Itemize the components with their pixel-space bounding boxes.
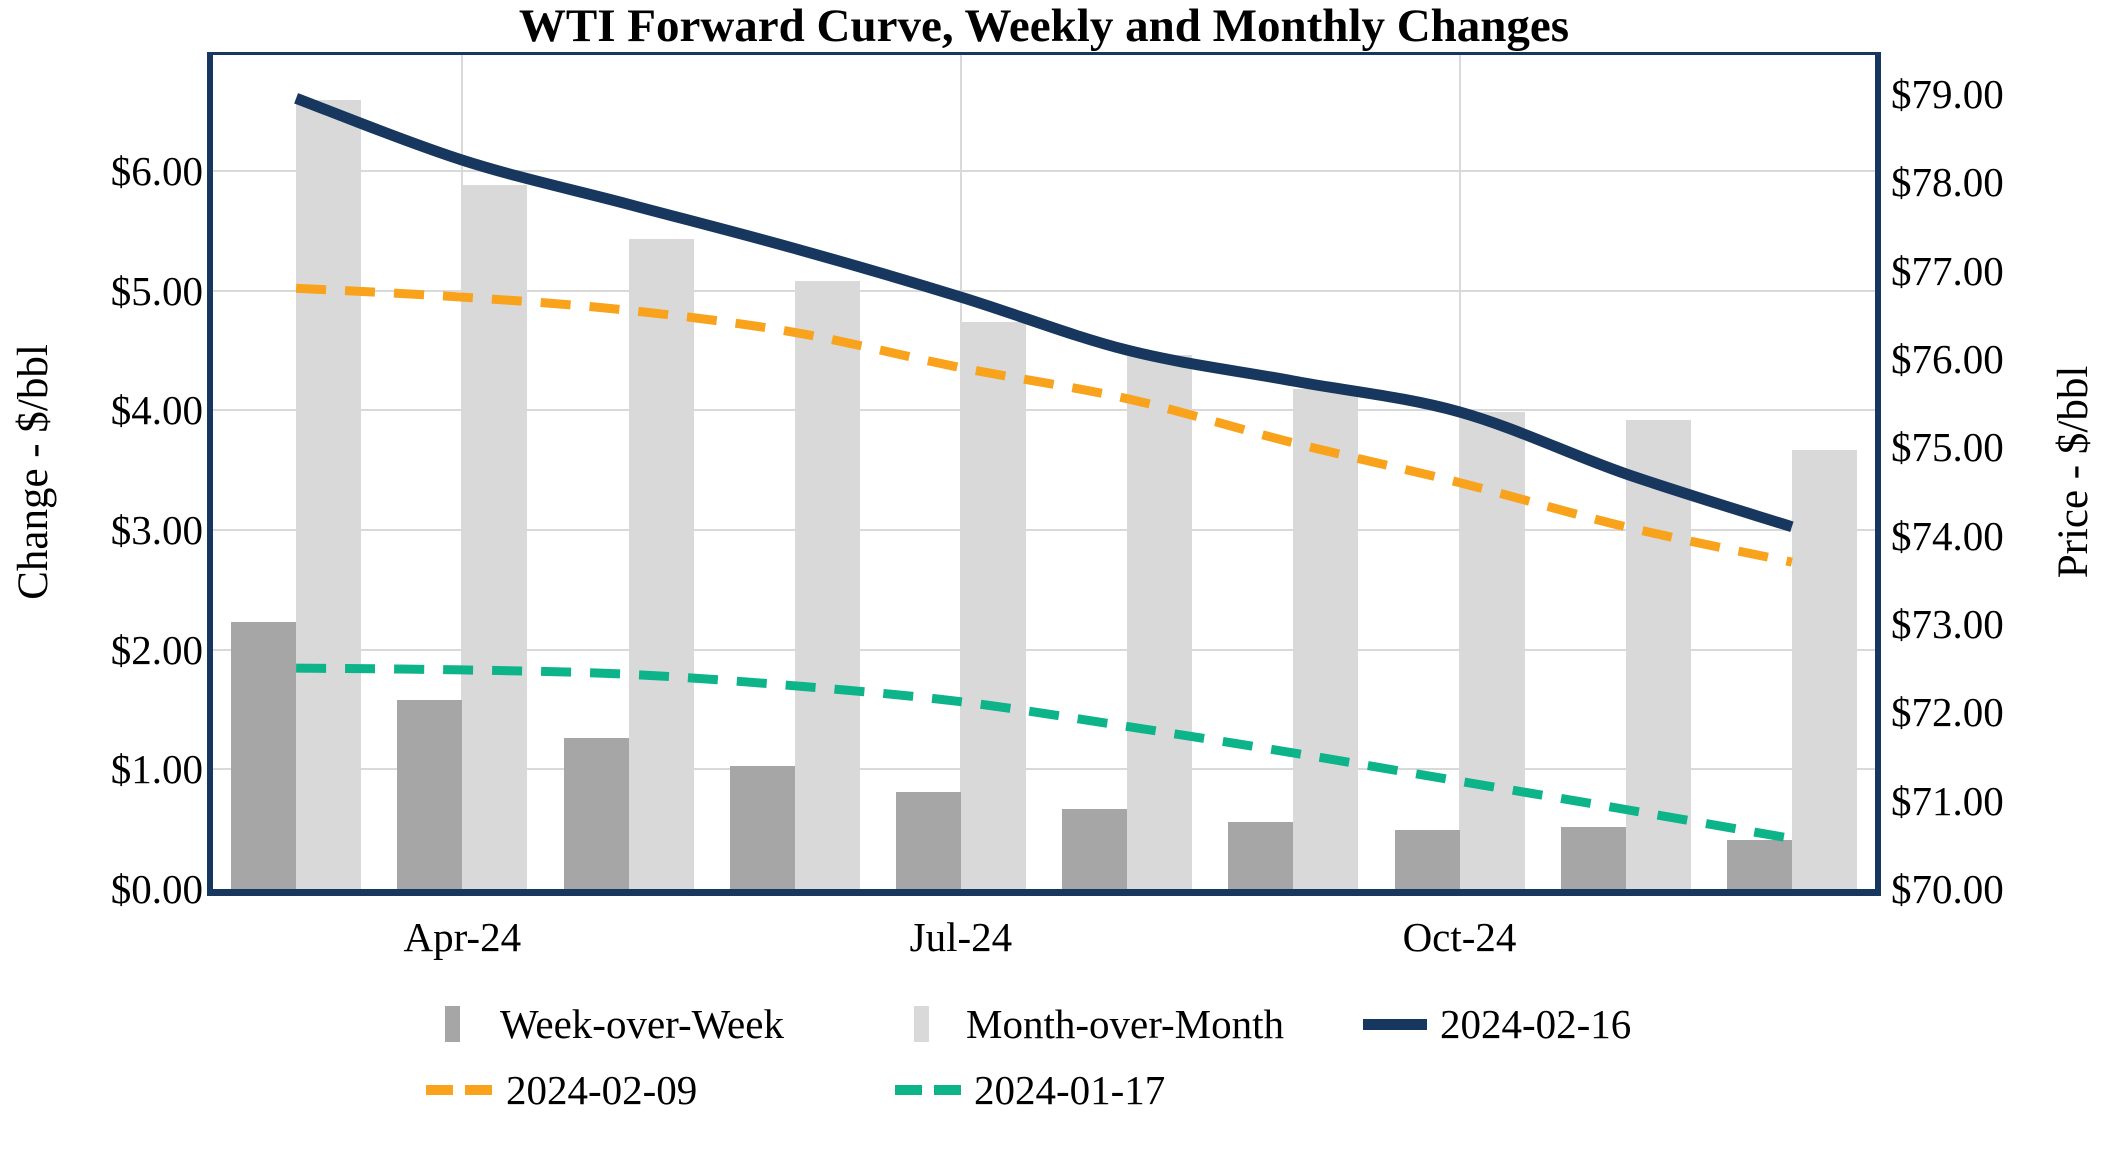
bar-week-over-week-May-24	[563, 738, 629, 889]
left-tick-$1.00: $1.00	[110, 746, 203, 793]
legend-swatch-Month-over-Month	[914, 1006, 929, 1042]
bar-week-over-week-Oct-24	[1394, 830, 1460, 889]
right-tick-$73.00: $73.00	[1891, 600, 2004, 647]
legend-swatch-2024-02-16	[1363, 1019, 1427, 1030]
bar-week-over-week-Nov-24	[1560, 826, 1626, 889]
bar-month-over-month-Jul-24	[960, 321, 1026, 889]
bar-week-over-week-Jul-24	[895, 792, 961, 889]
legend-item-2024-02-16: 2024-02-16	[1363, 1002, 1760, 1046]
gridline-$5.00	[213, 289, 1875, 292]
left-tick-$6.00: $6.00	[110, 148, 203, 195]
left-axis-title: Change - $/bbl	[10, 344, 57, 600]
legend-label-Month-over-Month: Month-over-Month	[966, 1001, 1285, 1047]
bar-week-over-week-Mar-24	[231, 622, 297, 889]
line-series-layer	[294, 93, 1794, 844]
gridline-$1.00	[213, 768, 1875, 771]
legend-swatch-2024-02-09	[465, 1085, 492, 1095]
bar-month-over-month-Oct-24	[1459, 411, 1525, 889]
legend-swatch-Week-over-Week	[445, 1006, 460, 1042]
legend-swatch-2024-02-09	[426, 1085, 453, 1095]
bar-week-over-week-Aug-24	[1062, 808, 1128, 889]
left-tick-$4.00: $4.00	[110, 387, 203, 434]
bar-month-over-month-Sep-24	[1293, 388, 1359, 889]
legend-swatch-2024-01-17	[934, 1085, 961, 1095]
bar-week-over-week-Jun-24	[729, 765, 795, 889]
legend-item-2024-01-17: 2024-01-17	[895, 1068, 1294, 1112]
left-tick-$2.00: $2.00	[110, 626, 203, 673]
legend-item-Month-over-Month: Month-over-Month	[914, 1002, 1286, 1046]
legend-item-Week-over-Week: Week-over-Week	[445, 1002, 820, 1046]
gridline-$2.00	[213, 648, 1875, 651]
line-2024-01-17	[296, 663, 1793, 844]
bar-week-over-week-Dec-24	[1726, 839, 1792, 889]
gridline-$3.00	[213, 529, 1875, 532]
x-label-Apr-24: Apr-24	[403, 914, 522, 960]
right-tick-$76.00: $76.00	[1891, 335, 2004, 382]
right-tick-$75.00: $75.00	[1891, 424, 2004, 471]
chart-title: WTI Forward Curve, Weekly and Monthly Ch…	[518, 0, 1570, 52]
left-tick-$3.00: $3.00	[110, 507, 203, 554]
gridline-$4.00	[213, 409, 1875, 412]
right-axis-title: Price - $/bbl	[2050, 365, 2097, 579]
right-tick-$77.00: $77.00	[1891, 247, 2004, 294]
right-tick-$70.00: $70.00	[1891, 866, 2004, 912]
right-tick-$79.00: $79.00	[1891, 70, 2004, 117]
line-2024-02-16	[294, 93, 1794, 533]
bar-week-over-week-Sep-24	[1228, 822, 1294, 889]
left-tick-$5.00: $5.00	[110, 267, 203, 314]
left-tick-$0.00: $0.00	[110, 866, 203, 912]
legend-swatch-2024-01-17	[895, 1085, 922, 1095]
right-tick-$78.00: $78.00	[1891, 159, 2004, 206]
right-tick-$74.00: $74.00	[1891, 512, 2004, 559]
x-label-Oct-24: Oct-24	[1402, 914, 1517, 960]
bar-month-over-month-Dec-24	[1791, 449, 1857, 889]
bar-month-over-month-Jun-24	[794, 281, 860, 889]
bar-month-over-month-Mar-24	[296, 100, 362, 889]
legend-item-2024-02-09: 2024-02-09	[426, 1068, 826, 1112]
plot-area	[213, 55, 1875, 889]
right-tick-$71.00: $71.00	[1891, 777, 2004, 824]
legend-label-Week-over-Week: Week-over-Week	[500, 1001, 784, 1047]
legend-label-2024-02-09: 2024-02-09	[506, 1067, 698, 1113]
legend-label-2024-02-16: 2024-02-16	[1440, 1001, 1632, 1047]
right-tick-$72.00: $72.00	[1891, 689, 2004, 736]
x-label-Jul-24: Jul-24	[909, 914, 1013, 960]
legend-label-2024-01-17: 2024-01-17	[974, 1067, 1166, 1113]
bar-month-over-month-May-24	[628, 239, 694, 889]
gridline-$6.00	[213, 170, 1875, 173]
line-2024-02-09	[295, 283, 1793, 567]
bar-week-over-week-Apr-24	[397, 699, 463, 889]
bar-month-over-month-Aug-24	[1127, 355, 1193, 889]
